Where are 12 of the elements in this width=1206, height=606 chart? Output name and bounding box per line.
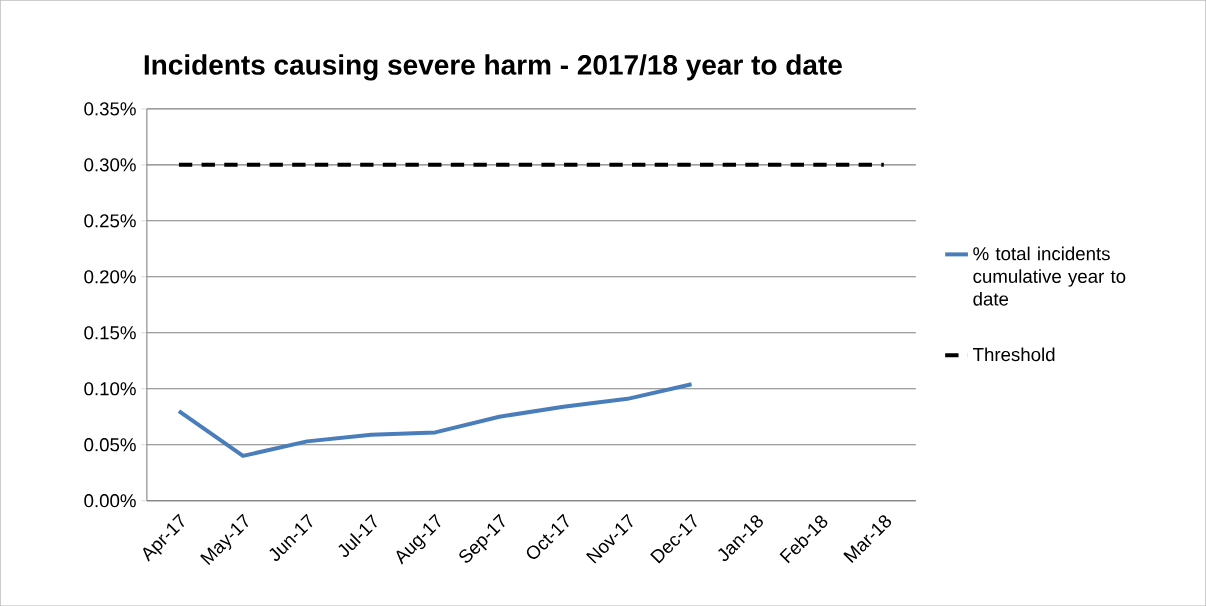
y-tick-label: 0.00% [84,493,136,508]
y-tick-label: 0.35% [84,102,136,116]
legend-label: % total incidents cumulative year to date [973,246,1126,306]
y-tick-label: 0.10% [84,382,136,396]
y-tick-label: 0.25% [84,214,136,228]
line-series [176,382,694,458]
chart-title: Incidents causing severe harm - 2017/18 year to date [144,54,842,81]
y-tick-label: 0.30% [84,158,136,172]
y-tick-label: 0.20% [84,270,136,284]
legend-label: Threshold [973,347,1055,362]
y-tick-label: 0.05% [84,437,136,452]
y-tick-label: 0.15% [84,326,136,340]
